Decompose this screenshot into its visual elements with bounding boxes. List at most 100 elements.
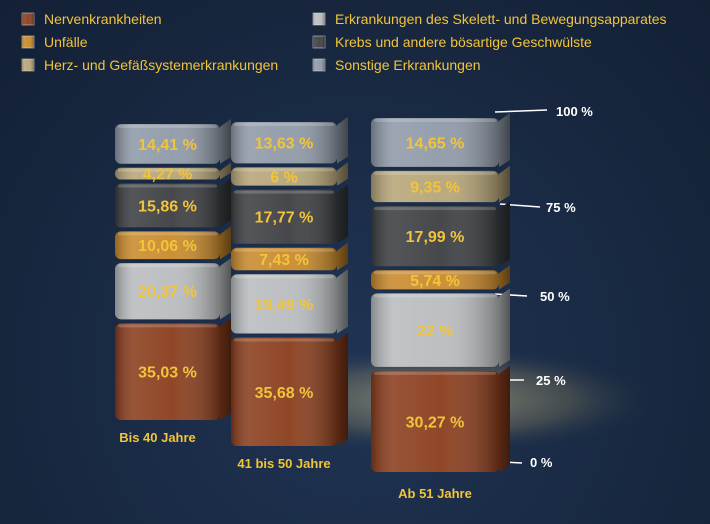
segment-highlight: [234, 275, 334, 279]
segment-label: 10,06 %: [138, 238, 197, 255]
segment-side-shade: [499, 165, 510, 203]
legend-label: Nervenkrankheiten: [44, 11, 162, 27]
legend-label: Sonstige Erkrankungen: [335, 57, 481, 73]
category-label: Ab 51 Jahre: [398, 486, 472, 501]
segment-label: 9,35 %: [410, 180, 460, 197]
axis-ticks: 0 % 25 % 50 % 75 % 100 %: [485, 104, 593, 470]
segment-highlight: [234, 338, 334, 342]
segment-front-shade: [371, 206, 499, 267]
bar-ab-51-jahre: [371, 113, 510, 472]
segment-erkrankungen-des-skelett-und-bewegungsapparates-41-bis-50-jahre: [231, 269, 348, 334]
bars: [115, 113, 510, 472]
segment-unfaelle-41-bis-50-jahre: [231, 242, 348, 271]
segment-front-shade: [231, 167, 337, 186]
segment-highlight: [374, 207, 496, 211]
segment-highlight: [118, 168, 217, 172]
segment-side-shade: [220, 226, 231, 260]
segment-label: 4,27 %: [143, 167, 193, 184]
segment-side-shade: [220, 258, 231, 320]
segment-label: 14,65 %: [406, 135, 465, 152]
legend: Nervenkrankheiten Unfälle Herz- und Gefäßs…: [21, 11, 667, 73]
legend-item-sonstige-erkrankungen: Sonstige Erkrankungen: [312, 57, 481, 73]
segment-front-shade: [115, 263, 220, 320]
segment-front-shade: [371, 170, 499, 203]
segment-front-shade: [371, 270, 499, 290]
tick-label-75: 75 %: [546, 200, 576, 215]
segment-herz-und-gefaesssystemerkrankungen-41-bis-50-jahre: [231, 162, 348, 186]
segment-label: 13,63 %: [255, 136, 314, 153]
segment-nervenkrankheiten-ab-51-jahre: [371, 365, 510, 472]
segment-herz-und-gefaesssystemerkrankungen-bis-40-jahre: [115, 162, 231, 180]
category-label: 41 bis 50 Jahre: [237, 456, 330, 471]
segment-nervenkrankheiten-bis-40-jahre: [115, 318, 231, 420]
segment-highlight: [374, 171, 496, 175]
segment-highlight: [234, 168, 334, 172]
segment-side-shade: [220, 178, 231, 228]
segment-highlight: [118, 232, 217, 236]
legend-swatch-shade: [22, 36, 34, 48]
segment-side-shade: [499, 201, 510, 267]
bar-bis-40-jahre: [115, 119, 231, 420]
segment-highlight: [374, 119, 496, 122]
segment-label: 22 %: [417, 323, 453, 340]
segment-krebs-und-andere-boesartige-geschwuelste-41-bis-50-jahre: [231, 184, 348, 244]
tick-label-0: 0 %: [530, 455, 553, 470]
segment-highlight: [234, 248, 334, 252]
segment-highlight: [374, 294, 496, 298]
segment-highlight: [374, 371, 496, 375]
segment-front-shade: [371, 293, 499, 367]
legend-item-nervenkrankheiten: Nervenkrankheiten: [21, 11, 162, 27]
segment-erkrankungen-des-skelett-und-bewegungsapparates-ab-51-jahre: [371, 288, 510, 367]
legend-label: Unfälle: [44, 34, 88, 50]
segment-erkrankungen-des-skelett-und-bewegungsapparates-bis-40-jahre: [115, 258, 231, 320]
segment-highlight: [234, 190, 334, 194]
tick-label-50: 50 %: [540, 289, 570, 304]
segment-front-shade: [371, 118, 499, 167]
segment-side-shade: [337, 269, 348, 334]
segment-label: 17,77 %: [255, 210, 314, 227]
segment-side-shade: [220, 318, 231, 420]
segment-label: 6 %: [270, 170, 298, 187]
legend-item-erkrankungen-des-skelett-und-bewegungsapparates: Erkrankungen des Skelett- und Bewegungsa…: [312, 11, 667, 27]
segment-highlight: [118, 184, 217, 188]
segment-sonstige-erkrankungen-41-bis-50-jahre: [231, 117, 348, 164]
tick-label-25: 25 %: [536, 373, 566, 388]
legend-swatch-shade: [22, 13, 34, 25]
segment-side-shade: [499, 265, 510, 290]
segment-unfaelle-bis-40-jahre: [115, 226, 231, 260]
segment-side-shade: [337, 332, 348, 446]
segment-nervenkrankheiten-41-bis-50-jahre: [231, 332, 348, 446]
segment-highlight: [118, 125, 217, 128]
segment-side-shade: [499, 288, 510, 367]
segment-label: 5,74 %: [410, 273, 460, 290]
segment-side-shade: [337, 117, 348, 164]
segment-label: 14,41 %: [138, 137, 197, 154]
segment-front-shade: [115, 183, 220, 228]
category-label: Bis 40 Jahre: [119, 430, 196, 445]
segment-front-shade: [231, 274, 337, 334]
segment-side-shade: [220, 162, 231, 180]
segment-label: 19,49 %: [255, 297, 314, 314]
segment-front-shade: [231, 122, 337, 164]
segment-highlight: [374, 271, 496, 275]
segment-front-shade: [231, 247, 337, 271]
segment-front-shade: [371, 370, 499, 472]
segment-front-shade: [115, 231, 220, 260]
segment-unfaelle-ab-51-jahre: [371, 265, 510, 290]
segment-herz-und-gefaesssystemerkrankungen-ab-51-jahre: [371, 165, 510, 203]
segment-side-shade: [499, 365, 510, 472]
segment-side-shade: [337, 242, 348, 271]
segment-highlight: [118, 264, 217, 268]
segment-label: 7,43 %: [259, 252, 309, 269]
legend-item-unfaelle: Unfälle: [21, 34, 88, 50]
legend-label: Herz- und Gefäßsystemerkrankungen: [44, 57, 278, 73]
legend-swatch-shade: [22, 59, 34, 71]
segment-sonstige-erkrankungen-ab-51-jahre: [371, 113, 510, 167]
legend-swatch-shade: [313, 59, 325, 71]
segment-front-shade: [115, 167, 220, 180]
segment-label: 17,99 %: [406, 229, 465, 246]
segment-front-shade: [231, 337, 337, 446]
segment-side-shade: [220, 119, 231, 164]
legend-label: Krebs und andere bösartige Geschwülste: [335, 34, 592, 50]
